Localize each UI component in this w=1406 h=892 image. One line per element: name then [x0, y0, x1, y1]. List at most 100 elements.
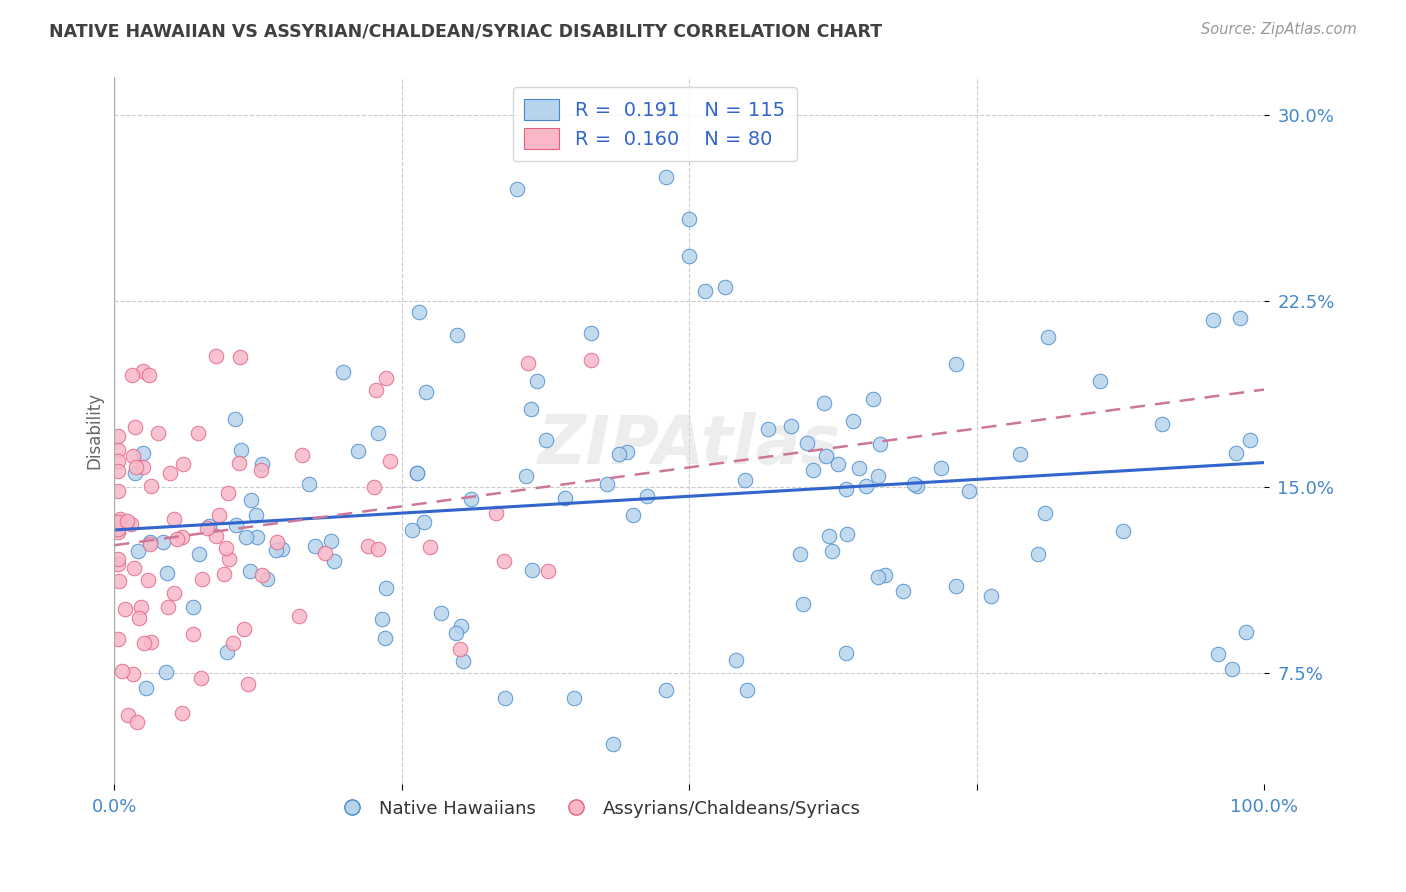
- Point: [107, 515, 129, 529]
- Point: [596, 477, 619, 491]
- Point: [931, 460, 953, 475]
- Point: [419, 541, 441, 555]
- Point: [107, 522, 129, 536]
- Point: [375, 371, 398, 385]
- Point: [132, 364, 155, 378]
- Point: [534, 433, 557, 447]
- Point: [229, 350, 252, 364]
- Point: [1239, 434, 1261, 448]
- Point: [855, 479, 877, 493]
- Point: [250, 463, 273, 477]
- Point: [1222, 662, 1244, 676]
- Point: [554, 491, 576, 505]
- Point: [801, 463, 824, 477]
- Point: [380, 454, 402, 468]
- Point: [1112, 524, 1135, 538]
- Point: [1225, 446, 1247, 460]
- Point: [240, 492, 263, 507]
- Point: [735, 683, 758, 698]
- Point: [848, 460, 870, 475]
- Point: [156, 600, 179, 615]
- Point: [136, 573, 159, 587]
- Point: [1206, 648, 1229, 662]
- Point: [314, 546, 336, 560]
- Point: [107, 465, 129, 479]
- Point: [506, 182, 529, 196]
- Point: [121, 449, 143, 463]
- Point: [636, 489, 658, 503]
- Point: [1036, 330, 1059, 344]
- Point: [111, 664, 134, 678]
- Point: [412, 516, 434, 530]
- Point: [1033, 506, 1056, 520]
- Point: [725, 652, 748, 666]
- Point: [363, 479, 385, 493]
- Point: [520, 401, 543, 416]
- Point: [156, 566, 179, 580]
- Point: [107, 454, 129, 468]
- Point: [332, 365, 354, 379]
- Point: [1202, 313, 1225, 327]
- Point: [256, 572, 278, 586]
- Point: [607, 447, 630, 461]
- Point: [451, 654, 474, 668]
- Point: [107, 525, 129, 540]
- Point: [290, 448, 312, 462]
- Point: [367, 542, 389, 557]
- Point: [152, 534, 174, 549]
- Point: [945, 579, 967, 593]
- Point: [117, 708, 139, 723]
- Point: [515, 469, 537, 483]
- Point: [246, 530, 269, 544]
- Point: [235, 530, 257, 544]
- Point: [107, 443, 129, 458]
- Point: [1150, 417, 1173, 432]
- Point: [655, 169, 678, 184]
- Point: [190, 671, 212, 685]
- Point: [108, 512, 131, 526]
- Point: [163, 586, 186, 600]
- Point: [1229, 311, 1251, 326]
- Legend: Native Hawaiians, Assyrians/Chaldeans/Syriacs: Native Hawaiians, Assyrians/Chaldeans/Sy…: [326, 792, 868, 825]
- Point: [170, 706, 193, 720]
- Point: [191, 572, 214, 586]
- Point: [367, 426, 389, 441]
- Point: [139, 635, 162, 649]
- Point: [446, 327, 468, 342]
- Text: NATIVE HAWAIIAN VS ASSYRIAN/CHALDEAN/SYRIAC DISABILITY CORRELATION CHART: NATIVE HAWAIIAN VS ASSYRIAN/CHALDEAN/SYR…: [49, 22, 883, 40]
- Point: [779, 419, 801, 434]
- Point: [796, 435, 818, 450]
- Point: [450, 619, 472, 633]
- Point: [121, 368, 143, 383]
- Point: [581, 353, 603, 368]
- Point: [321, 533, 343, 548]
- Point: [115, 514, 138, 528]
- Point: [129, 600, 152, 615]
- Point: [827, 458, 849, 472]
- Point: [449, 641, 471, 656]
- Point: [562, 690, 585, 705]
- Point: [208, 508, 231, 522]
- Point: [239, 564, 262, 578]
- Point: [250, 567, 273, 582]
- Point: [485, 506, 508, 520]
- Point: [817, 529, 839, 543]
- Point: [187, 548, 209, 562]
- Point: [271, 541, 294, 556]
- Point: [304, 539, 326, 553]
- Point: [217, 486, 239, 500]
- Point: [139, 537, 162, 551]
- Point: [734, 473, 756, 487]
- Point: [139, 479, 162, 493]
- Point: [678, 211, 700, 226]
- Point: [866, 569, 889, 583]
- Point: [198, 519, 221, 533]
- Point: [298, 476, 321, 491]
- Point: [429, 606, 451, 620]
- Point: [835, 483, 858, 497]
- Point: [401, 523, 423, 537]
- Point: [492, 553, 515, 567]
- Point: [323, 554, 346, 568]
- Point: [127, 715, 149, 730]
- Point: [408, 304, 430, 318]
